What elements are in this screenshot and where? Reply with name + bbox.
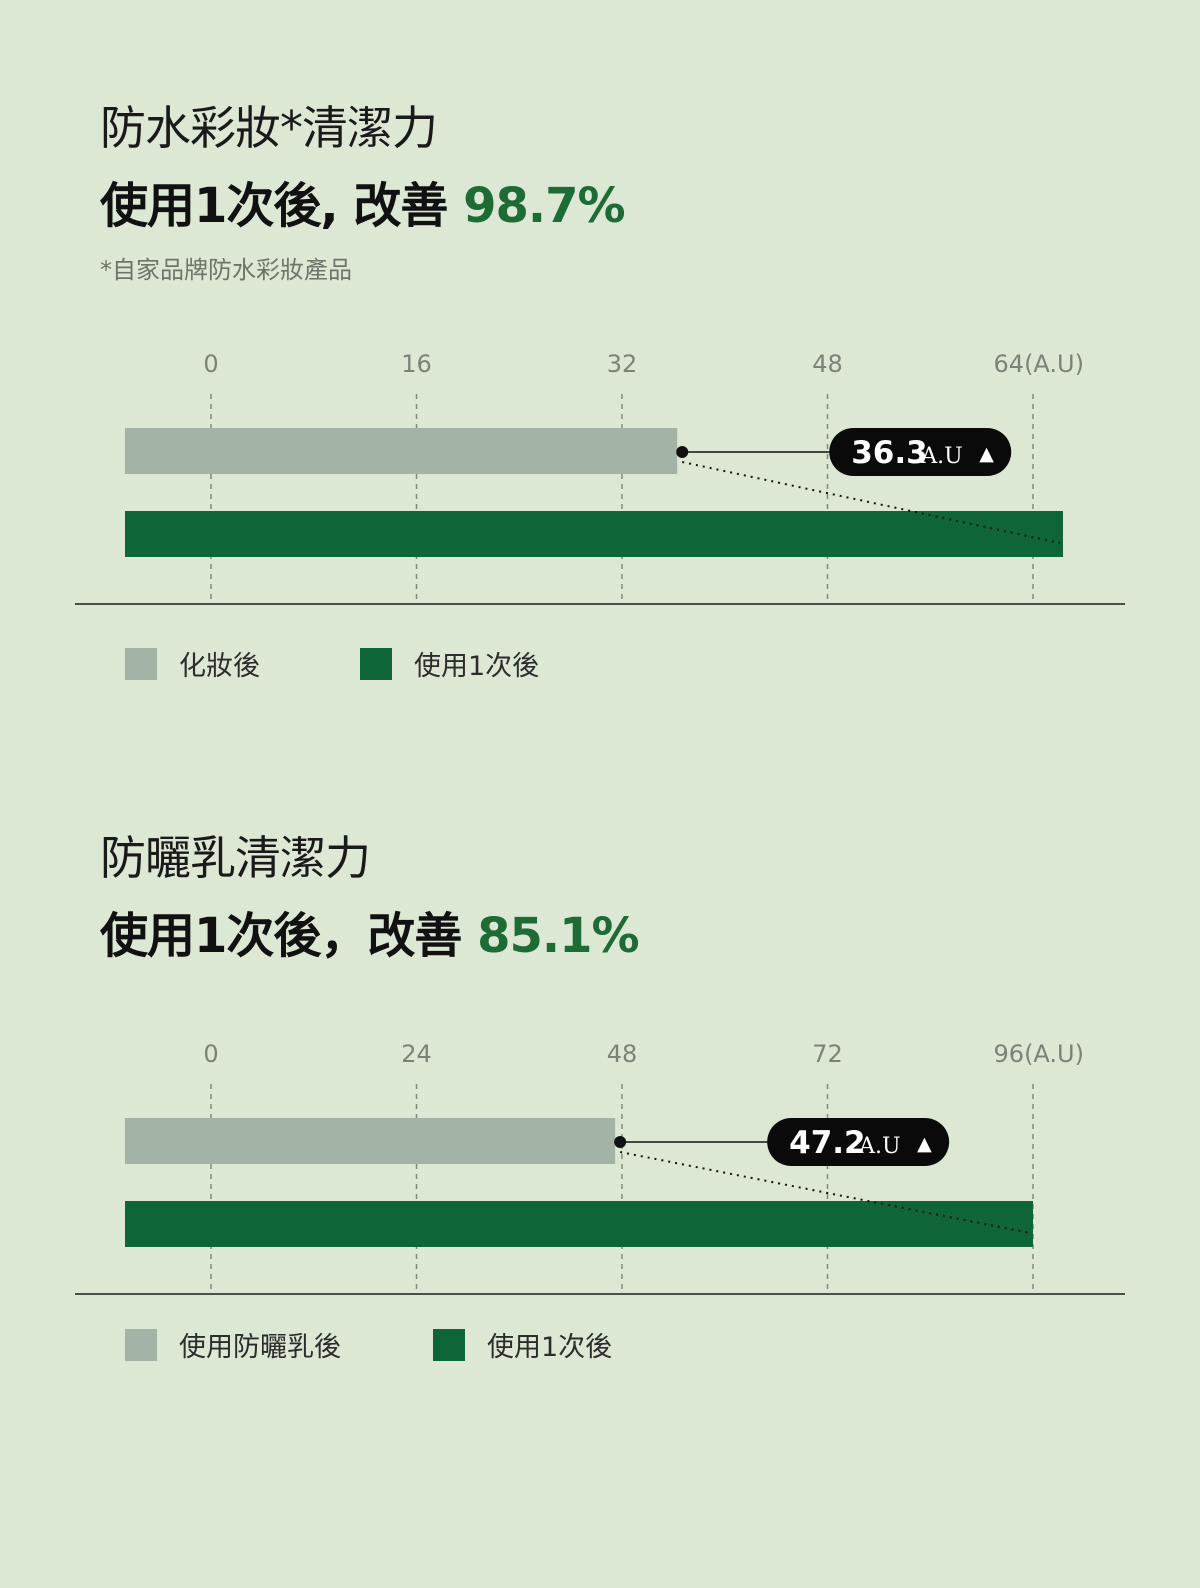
bar-before [125,1118,616,1164]
headline: 使用1次後，改善 85.1% [100,896,640,966]
annotation-value: 47.2 [789,1125,866,1161]
arrow-up-icon: ▲ [979,443,994,465]
bar-before [125,428,678,474]
bar-after [125,511,1063,557]
legend-swatch-after [360,647,392,680]
headline-prefix: 使用1次後, 改善 [100,178,464,234]
annotation-dot [614,1136,627,1148]
headline: 使用1次後, 改善 98.7% [100,166,626,236]
legend-label-after: 使用1次後 [414,651,540,682]
annotation-unit: A.U [920,444,962,469]
tick-label: 72 [812,1040,843,1068]
tick-label: 16 [401,350,432,378]
legend-swatch-before [125,1328,157,1361]
legend-item-before: 化妝後 [125,644,260,683]
legend-swatch-before [125,647,157,680]
tick-label: 24 [401,1040,432,1068]
tick-label: 32 [607,350,638,378]
annotation-unit: A.U [858,1134,900,1159]
headline-percent: 85.1% [477,908,640,964]
legend: 使用防曬乳後 使用1次後 [125,1325,612,1364]
bar-chart: 0 16 32 48 64(A.U) 36.3A.U ▲ [75,350,1125,605]
tick-label: 0 [203,350,218,378]
headline-percent: 98.7% [463,178,626,234]
annotation-value: 36.3 [851,435,928,471]
section-title: 防水彩妝*清潔力 [100,101,438,155]
section-title: 防曬乳清潔力 [100,831,371,885]
bar-chart: 0 24 48 72 96(A.U) 47.2A.U ▲ [75,1040,1125,1295]
legend: 化妝後 使用1次後 [125,644,539,683]
section-waterproof-makeup: 防水彩妝*清潔力 使用1次後, 改善 98.7% *自家品牌防水彩妝產品 0 16… [0,0,1200,760]
legend-swatch-after [433,1328,465,1361]
annotation-pill [767,1118,950,1166]
headline-prefix: 使用1次後，改善 [100,908,478,964]
legend-item-after: 使用1次後 [433,1325,612,1364]
bar-after [125,1201,1033,1247]
tick-label: 96(A.U) [994,1040,1084,1068]
trend-dotted-line [682,461,1061,544]
tick-label: 0 [203,1040,218,1068]
tick-label: 48 [607,1040,638,1068]
tick-label: 48 [812,350,843,378]
arrow-up-icon: ▲ [917,1133,932,1155]
legend-label-before: 使用防曬乳後 [179,1332,341,1363]
annotation-pill [829,428,1012,476]
annotation-dot [676,446,689,458]
legend-label-after: 使用1次後 [487,1332,613,1363]
tick-label: 64(A.U) [994,350,1084,378]
legend-item-after: 使用1次後 [360,644,539,683]
section-sunscreen: 防曬乳清潔力 使用1次後，改善 85.1% 0 24 48 72 96(A.U) 47.2… [0,760,1200,1460]
legend-item-before: 使用防曬乳後 [125,1325,341,1364]
legend-label-before: 化妝後 [179,651,260,682]
footnote: *自家品牌防水彩妝產品 [100,256,352,284]
